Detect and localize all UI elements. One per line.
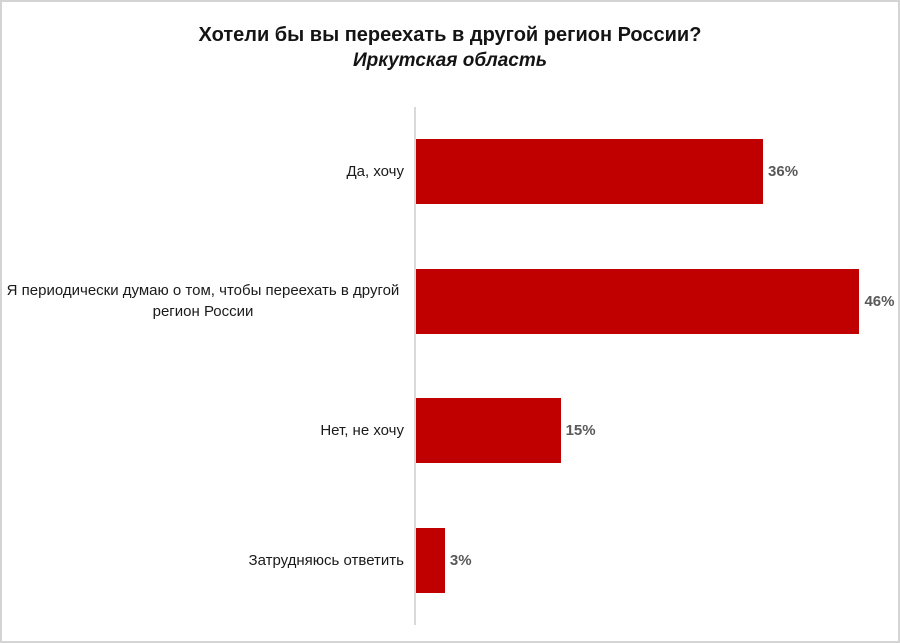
bar-cell: 46% [414,236,898,366]
category-label-cell: Затрудняюсь ответить [2,496,414,626]
bar-cell: 36% [414,107,898,237]
bar [416,139,764,205]
plot-area: Да, хочу 36% Я периодически думаю о том, ч… [2,107,898,625]
bar [416,527,445,593]
category-label-cell: Нет, не хочу [2,366,414,496]
category-label-cell: Я периодически думаю о том, чтобы переех… [2,237,414,367]
category-label-cell: Да, хочу [2,107,414,237]
chart-title: Хотели бы вы переехать в другой регион Р… [198,24,702,46]
value-label: 36% [768,163,799,181]
value-label: 3% [449,551,472,569]
category-label: Да, хочу [346,163,405,181]
chart-subtitle: Иркутская область [352,50,548,71]
bar [416,268,860,334]
value-label: 15% [565,422,596,440]
bar-row: Да, хочу 36% [2,107,898,237]
category-label: Я периодически думаю о том, чтобы переех… [6,282,400,321]
bar-cell: 3% [414,495,898,625]
bar-row: Нет, не хочу 15% [2,366,898,496]
bar-row: Я периодически думаю о том, чтобы переех… [2,236,898,367]
category-label: Затрудняюсь ответить [248,551,404,569]
bar-cell: 15% [414,366,898,496]
bar [416,398,561,464]
value-label: 46% [864,292,895,310]
bar-row: Затрудняюсь ответить 3% [2,495,898,626]
category-label: Нет, не хочу [320,422,404,440]
